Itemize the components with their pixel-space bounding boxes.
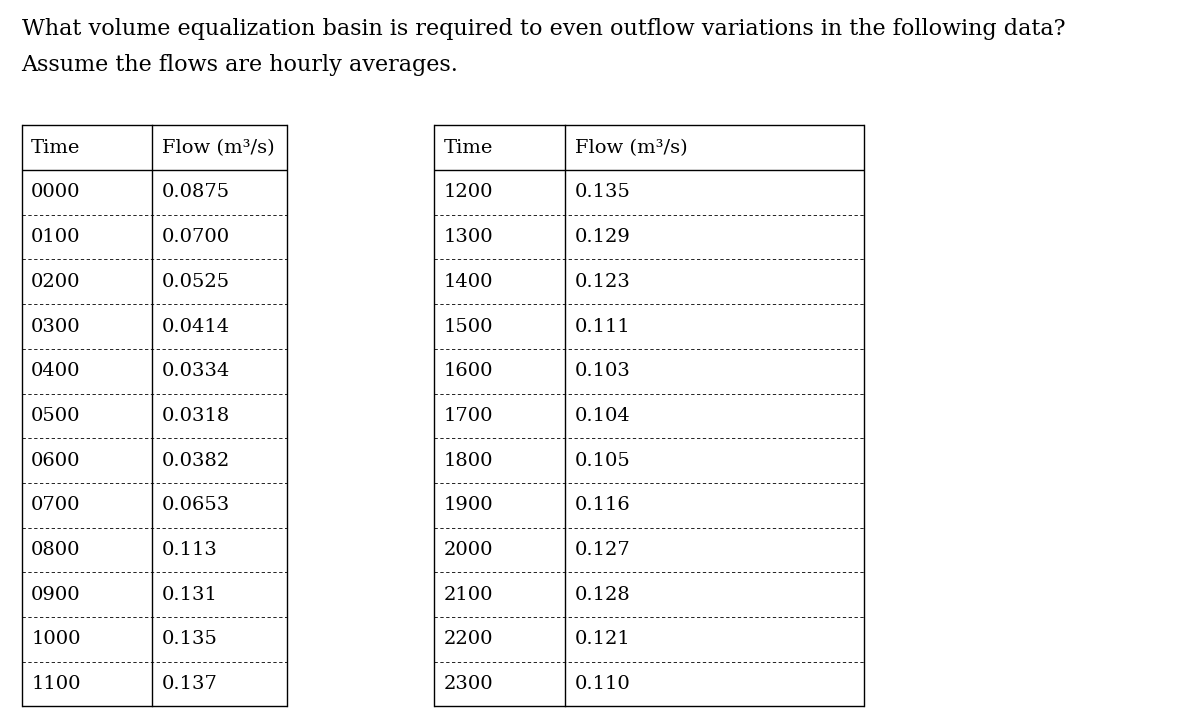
Text: 0.0653: 0.0653 xyxy=(162,496,230,514)
Text: 0.129: 0.129 xyxy=(575,228,630,246)
Text: 0.0875: 0.0875 xyxy=(162,184,230,201)
Text: 0.128: 0.128 xyxy=(575,586,630,604)
Text: 0.104: 0.104 xyxy=(575,407,630,425)
Text: Assume the flows are hourly averages.: Assume the flows are hourly averages. xyxy=(22,54,458,76)
Text: 1600: 1600 xyxy=(444,362,493,380)
Text: 1800: 1800 xyxy=(444,452,493,470)
Text: Flow (m³/s): Flow (m³/s) xyxy=(162,139,275,157)
Text: 0100: 0100 xyxy=(31,228,80,246)
Text: 0600: 0600 xyxy=(31,452,80,470)
Text: 0.103: 0.103 xyxy=(575,362,630,380)
Text: 1900: 1900 xyxy=(444,496,493,514)
Text: 2000: 2000 xyxy=(444,541,493,559)
Text: 0400: 0400 xyxy=(31,362,80,380)
Text: 0.0334: 0.0334 xyxy=(162,362,230,380)
Text: 0800: 0800 xyxy=(31,541,80,559)
Text: 0.135: 0.135 xyxy=(162,630,217,648)
Text: Flow (m³/s): Flow (m³/s) xyxy=(575,139,688,157)
Text: 0200: 0200 xyxy=(31,273,80,291)
Text: 1400: 1400 xyxy=(444,273,493,291)
Text: 0.111: 0.111 xyxy=(575,318,630,336)
Text: 1200: 1200 xyxy=(444,184,493,201)
Text: 0300: 0300 xyxy=(31,318,80,336)
Text: 2200: 2200 xyxy=(444,630,493,648)
Text: 0.137: 0.137 xyxy=(162,675,217,693)
Text: 0.0382: 0.0382 xyxy=(162,452,230,470)
Text: 0.123: 0.123 xyxy=(575,273,630,291)
Text: What volume equalization basin is required to even outflow variations in the fol: What volume equalization basin is requir… xyxy=(22,18,1066,40)
Text: 0.116: 0.116 xyxy=(575,496,630,514)
Text: 2100: 2100 xyxy=(444,586,493,604)
Text: 0.0414: 0.0414 xyxy=(162,318,230,336)
Text: 0.127: 0.127 xyxy=(575,541,630,559)
Text: 0.0525: 0.0525 xyxy=(162,273,230,291)
Text: 0.0318: 0.0318 xyxy=(162,407,230,425)
Text: 1100: 1100 xyxy=(31,675,80,693)
Text: 1300: 1300 xyxy=(444,228,493,246)
Text: 0.0700: 0.0700 xyxy=(162,228,230,246)
Text: 0.105: 0.105 xyxy=(575,452,630,470)
Text: 1500: 1500 xyxy=(444,318,493,336)
Text: 2300: 2300 xyxy=(444,675,493,693)
Text: 0.135: 0.135 xyxy=(575,184,630,201)
Text: 0.110: 0.110 xyxy=(575,675,630,693)
Text: 0500: 0500 xyxy=(31,407,80,425)
Text: 0000: 0000 xyxy=(31,184,80,201)
Text: 0.121: 0.121 xyxy=(575,630,630,648)
Text: 0.113: 0.113 xyxy=(162,541,217,559)
Text: 1000: 1000 xyxy=(31,630,80,648)
Text: 1700: 1700 xyxy=(444,407,493,425)
Text: Time: Time xyxy=(444,139,493,157)
Text: 0900: 0900 xyxy=(31,586,80,604)
Text: 0700: 0700 xyxy=(31,496,80,514)
Text: Time: Time xyxy=(31,139,80,157)
Text: 0.131: 0.131 xyxy=(162,586,217,604)
